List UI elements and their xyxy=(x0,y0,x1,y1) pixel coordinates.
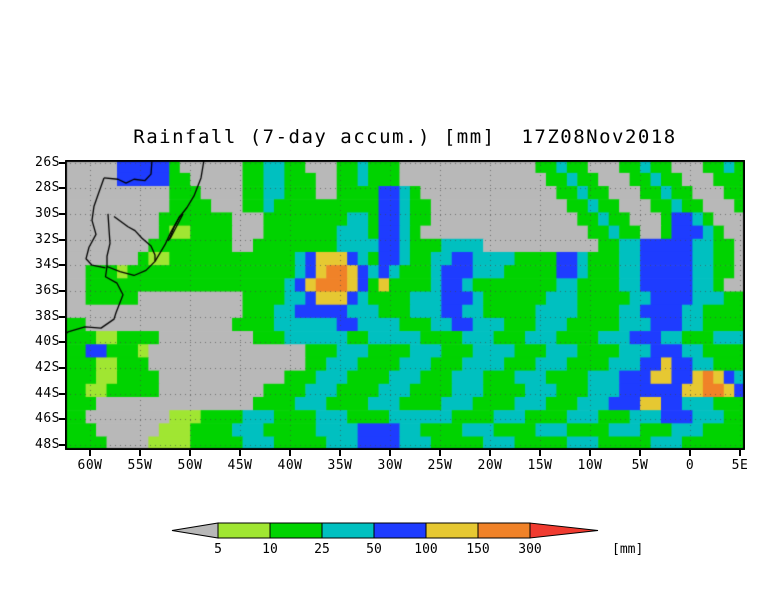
colorbar-segment xyxy=(477,522,531,539)
colorbar-segment xyxy=(425,522,479,539)
y-axis-tick xyxy=(59,212,65,215)
y-axis-tick xyxy=(59,418,65,421)
y-axis-tick xyxy=(59,238,65,241)
x-axis-tick xyxy=(339,450,341,456)
x-tick-label: 50W xyxy=(177,458,203,473)
x-tick-label: 60W xyxy=(77,458,103,473)
colorbar-segment xyxy=(217,522,271,539)
x-tick-label: 40W xyxy=(277,458,303,473)
x-axis-tick xyxy=(189,450,191,456)
y-axis-tick xyxy=(59,161,65,164)
x-tick-label: 35W xyxy=(327,458,353,473)
y-axis-tick xyxy=(59,315,65,318)
x-axis-tick xyxy=(89,450,91,456)
y-tick-label: 46S xyxy=(35,411,60,427)
x-axis-tick xyxy=(539,450,541,456)
colorbar-segment xyxy=(373,522,427,539)
colorbar-tick-label: 150 xyxy=(466,542,489,557)
y-axis-tick xyxy=(59,264,65,267)
x-tick-label: 30W xyxy=(377,458,403,473)
x-tick-label: 45W xyxy=(227,458,253,473)
x-axis-tick xyxy=(689,450,691,456)
y-tick-label: 42S xyxy=(35,359,60,375)
colorbar-tick-label: 10 xyxy=(262,542,278,557)
y-axis-tick xyxy=(59,341,65,344)
x-tick-label: 5W xyxy=(631,458,649,473)
colorbar-segment xyxy=(321,522,375,539)
x-axis-tick xyxy=(589,450,591,456)
y-tick-label: 30S xyxy=(35,205,60,221)
colorbar-below-arrow xyxy=(171,522,219,539)
x-tick-label: 25W xyxy=(427,458,453,473)
x-axis-tick xyxy=(139,450,141,456)
y-tick-label: 48S xyxy=(35,436,60,452)
y-tick-label: 32S xyxy=(35,231,60,247)
x-tick-label: 10W xyxy=(577,458,603,473)
rainfall-heatmap-canvas xyxy=(65,160,745,450)
y-tick-label: 34S xyxy=(35,257,60,273)
x-tick-label: 15W xyxy=(527,458,553,473)
x-tick-label: 55W xyxy=(127,458,153,473)
y-axis-tick xyxy=(59,366,65,369)
chart-title: Rainfall (7-day accum.) [mm] 17Z08Nov201… xyxy=(133,126,677,148)
x-tick-label: 5E xyxy=(731,458,749,473)
colorbar-segment xyxy=(269,522,323,539)
colorbar-above-arrow xyxy=(529,522,599,539)
y-axis-tick xyxy=(59,443,65,446)
colorbar-tick-label: 25 xyxy=(314,542,330,557)
y-axis-tick xyxy=(59,392,65,395)
y-tick-label: 28S xyxy=(35,180,60,196)
y-tick-label: 44S xyxy=(35,385,60,401)
colorbar: 5 10 25 50 100 150 300 [mm] xyxy=(171,522,643,557)
y-axis-tick xyxy=(59,187,65,190)
colorbar-tick-label: 5 xyxy=(214,542,222,557)
colorbar-unit-label: [mm] xyxy=(612,542,643,557)
x-tick-label: 20W xyxy=(477,458,503,473)
colorbar-tick-label: 100 xyxy=(414,542,437,557)
x-axis-tick xyxy=(239,450,241,456)
x-axis-tick xyxy=(439,450,441,456)
y-tick-label: 40S xyxy=(35,334,60,350)
y-tick-label: 26S xyxy=(35,154,60,170)
y-axis-tick xyxy=(59,289,65,292)
x-axis-tick xyxy=(289,450,291,456)
y-tick-label: 38S xyxy=(35,308,60,324)
colorbar-tick-label: 300 xyxy=(518,542,541,557)
y-tick-label: 36S xyxy=(35,282,60,298)
x-tick-label: 0 xyxy=(685,458,695,473)
x-axis-tick xyxy=(489,450,491,456)
colorbar-tick-label: 50 xyxy=(366,542,382,557)
x-axis-tick xyxy=(639,450,641,456)
x-axis-tick xyxy=(389,450,391,456)
x-axis-tick xyxy=(739,450,741,456)
